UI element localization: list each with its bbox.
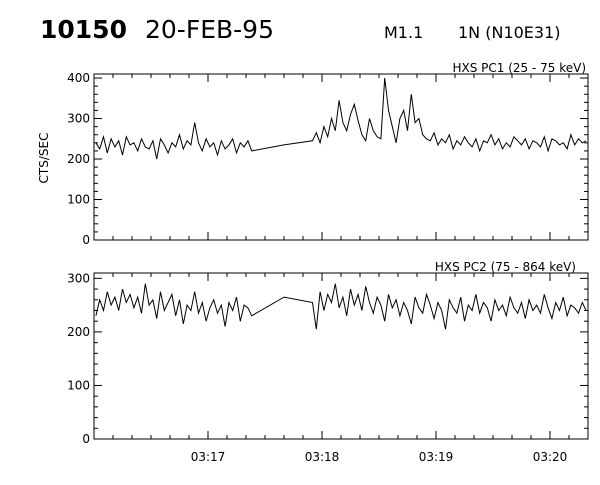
y-tick-label: 100 — [67, 378, 90, 392]
flare-class-label: M1.1 — [384, 23, 423, 42]
x-tick-label: 03:19 — [419, 450, 454, 464]
y-tick-label: 300 — [67, 271, 90, 285]
panel-pc2: HXS PC2 (75 - 864 keV) 0 100 200 300 03:17 0… — [67, 260, 589, 464]
date-label: 20-FEB-95 — [145, 15, 274, 44]
location-label: 1N (N10E31) — [458, 23, 561, 42]
x-tick-label: 03:17 — [191, 450, 226, 464]
y-tick-label: 400 — [67, 71, 90, 85]
x-tick-label: 03:18 — [305, 450, 340, 464]
y-tick-label: 300 — [67, 112, 90, 126]
panel-pc1-ticks — [93, 74, 589, 241]
y-tick-label: 0 — [82, 233, 90, 247]
panel-pc1-y-tick-labels: 0 100 200 300 400 — [67, 71, 90, 247]
panel-pc1-frame — [93, 73, 589, 241]
y-tick-label: 100 — [67, 193, 90, 207]
panel-pc2-ticks — [93, 273, 589, 440]
y-tick-label: 200 — [67, 152, 90, 166]
panel-pc2-series-line — [95, 283, 587, 330]
panel-pc1-title: HXS PC1 (25 - 75 keV) — [452, 61, 586, 75]
panel-pc1: HXS PC1 (25 - 75 keV) CTS/SEC 0 100 200 300… — [37, 61, 589, 247]
y-tick-label: 0 — [82, 432, 90, 446]
x-tick-label: 03:20 — [533, 450, 568, 464]
panel-pc1-series-line — [95, 77, 587, 160]
panel-pc2-title: HXS PC2 (75 - 864 keV) — [435, 260, 576, 274]
panel-pc2-y-tick-labels: 0 100 200 300 — [67, 271, 90, 446]
event-id-label: 10150 — [40, 15, 127, 44]
y-axis-label: CTS/SEC — [37, 133, 51, 184]
y-tick-label: 200 — [67, 325, 90, 339]
panel-pc2-frame — [93, 272, 589, 440]
